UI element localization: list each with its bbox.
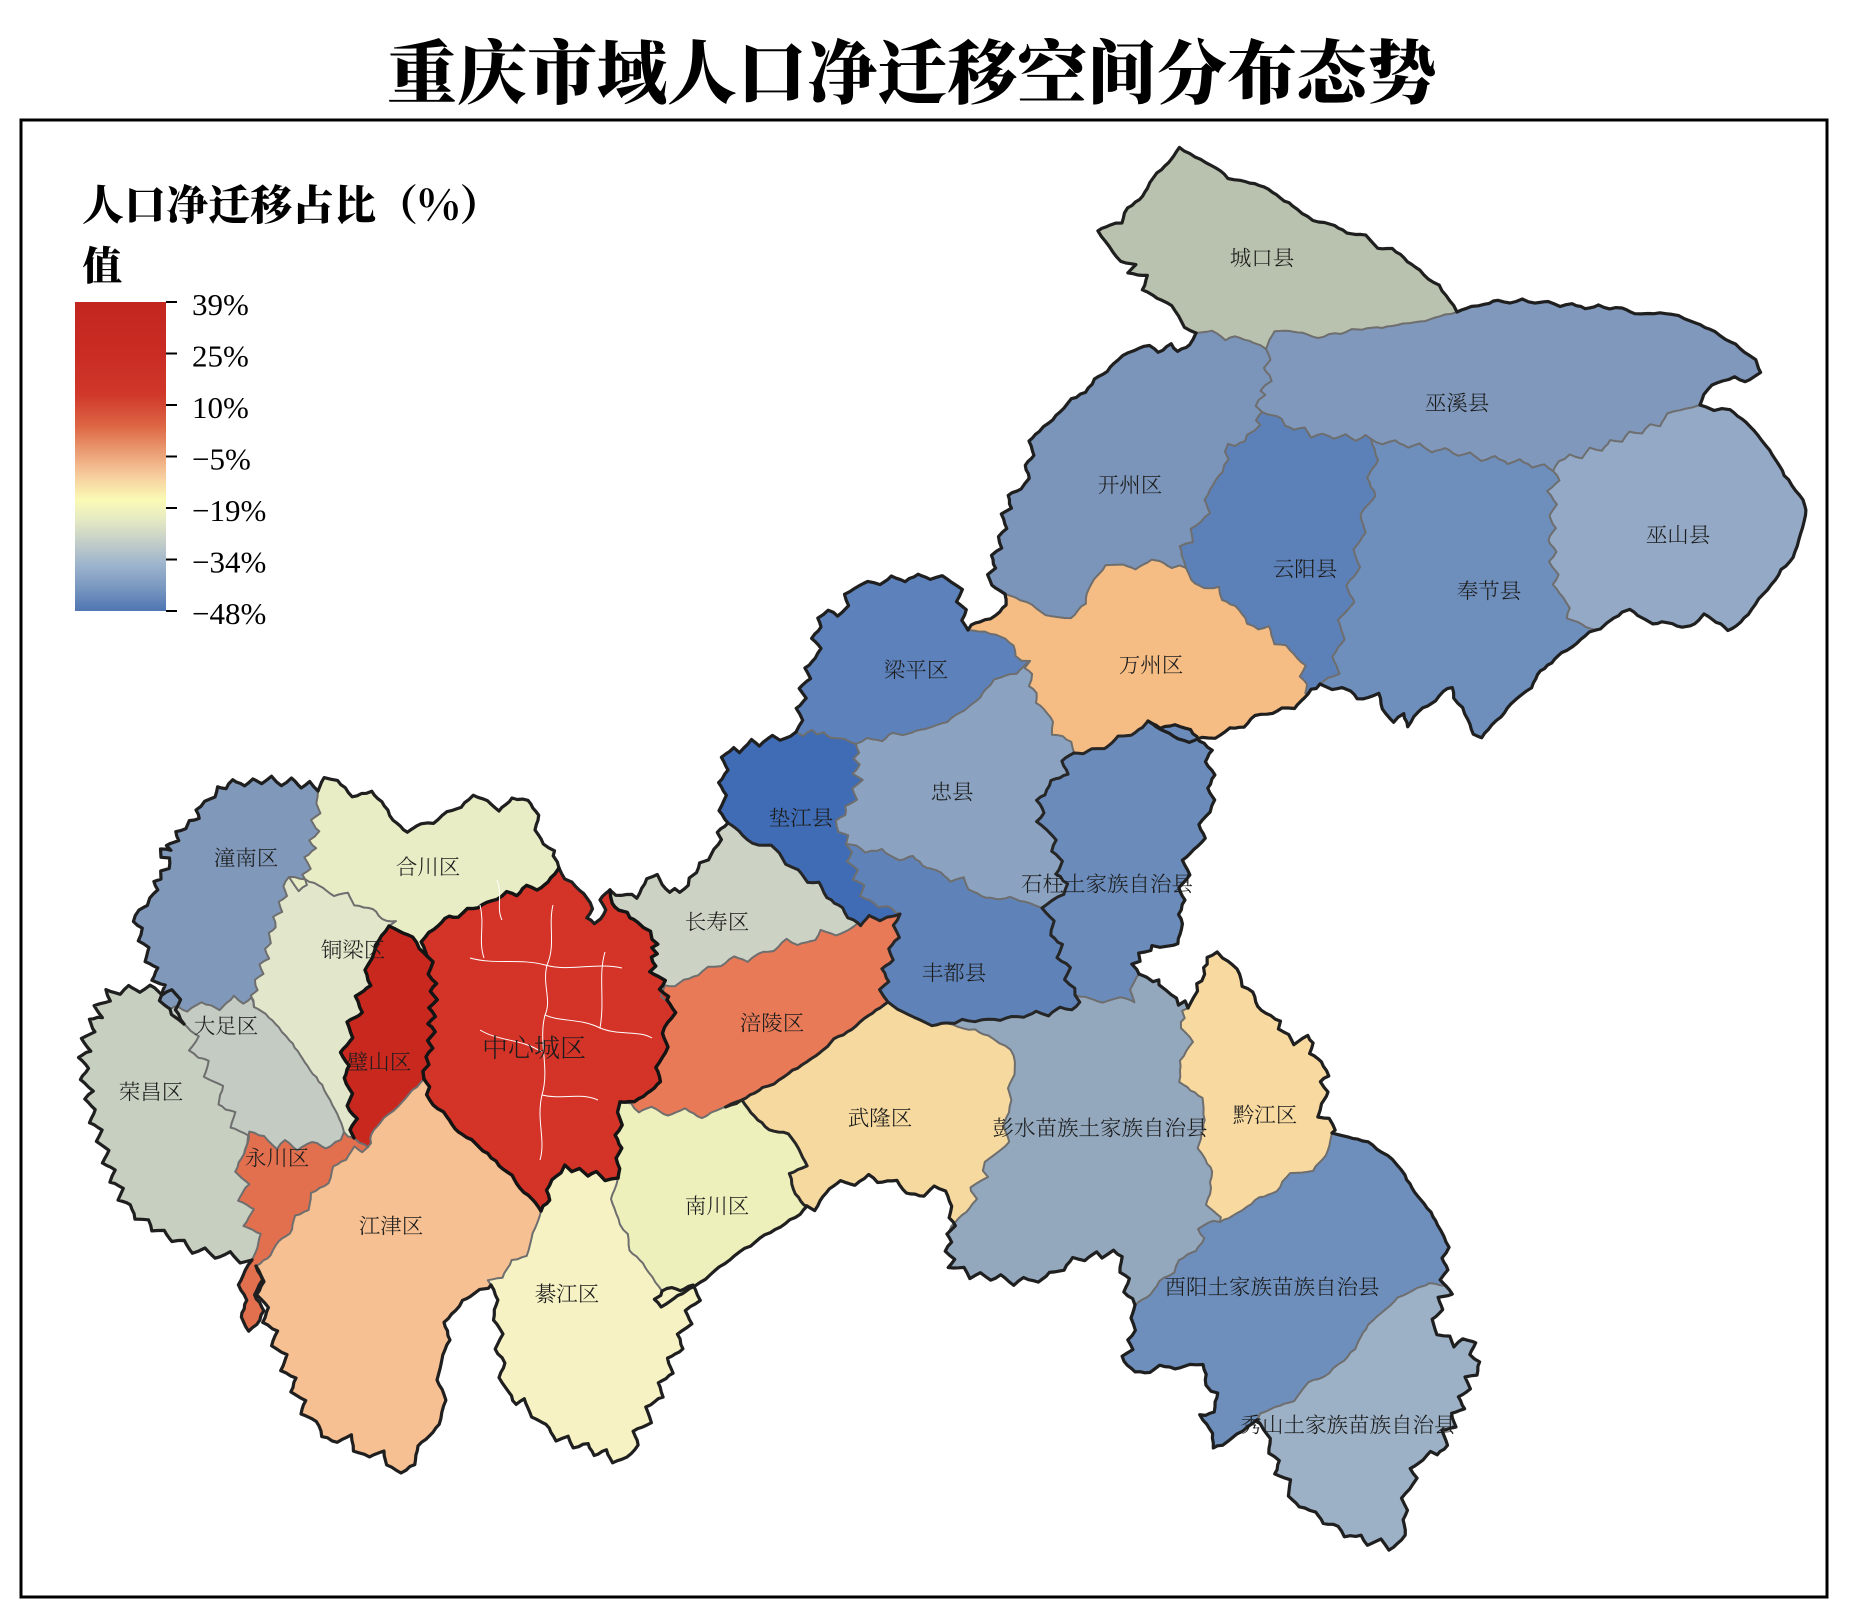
- svg-text:−34%: −34%: [192, 545, 266, 580]
- svg-text:10%: 10%: [192, 390, 249, 425]
- svg-text:25%: 25%: [192, 339, 249, 374]
- svg-text:−5%: −5%: [192, 442, 251, 477]
- svg-text:−19%: −19%: [192, 493, 266, 528]
- svg-text:−48%: −48%: [192, 596, 266, 631]
- svg-text:39%: 39%: [192, 287, 249, 322]
